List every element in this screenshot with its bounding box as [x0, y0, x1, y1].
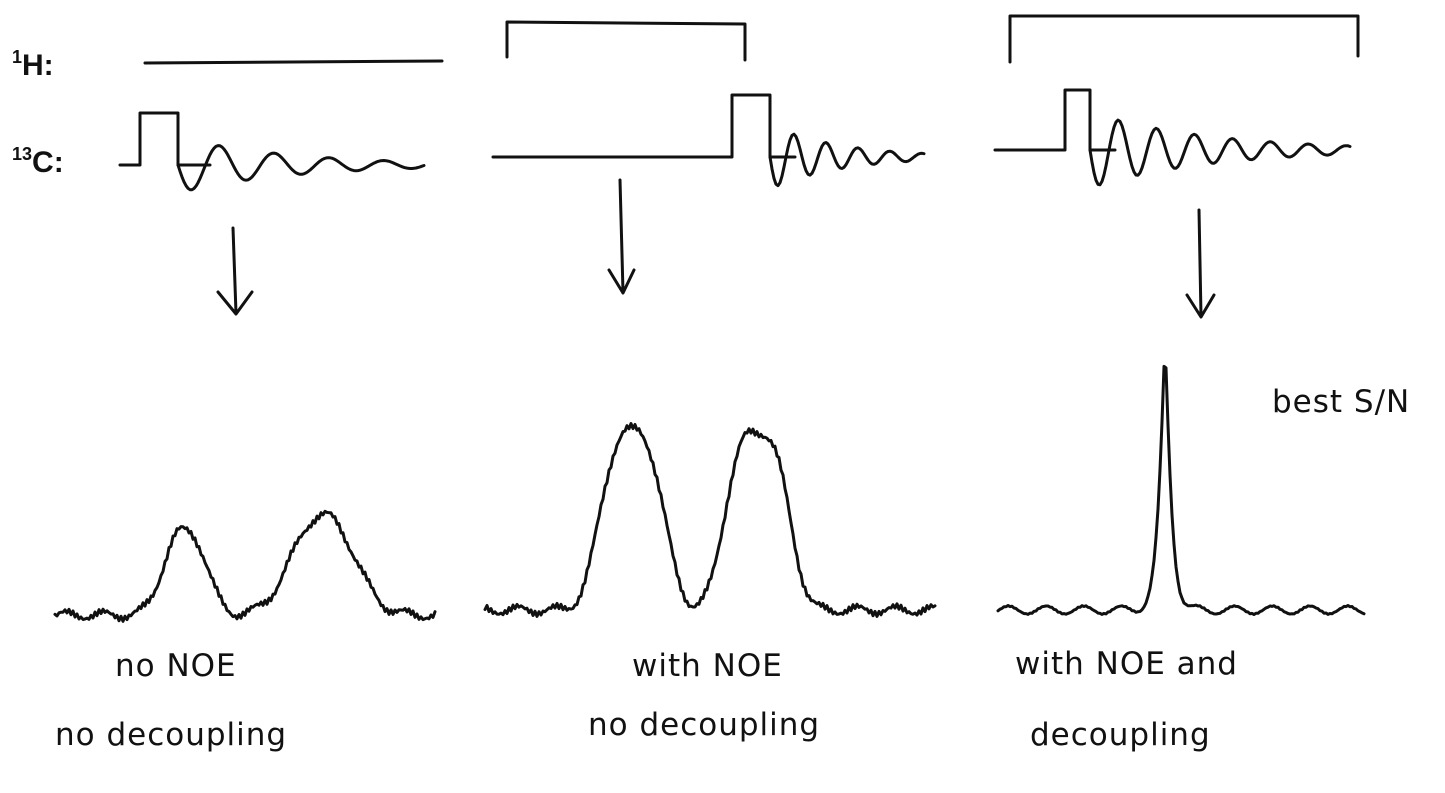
fid — [768, 132, 926, 188]
superscript: 1 — [12, 47, 22, 67]
caption: with NOE and — [1015, 646, 1238, 682]
channel-label-13c: 13C: — [12, 144, 64, 179]
arrow — [607, 178, 636, 295]
caption: decoupling — [1030, 717, 1211, 753]
decoupler-bracket — [1008, 14, 1360, 64]
pulse — [993, 88, 1117, 152]
note: best S/N — [1272, 384, 1410, 420]
decoupler-bracket — [505, 20, 747, 62]
arrow — [216, 226, 254, 316]
caption: no decoupling — [588, 707, 820, 743]
channel-label-1h: 1H: — [12, 47, 54, 82]
spectrum — [53, 509, 437, 623]
arrow — [1185, 208, 1216, 319]
fid — [176, 144, 426, 192]
pulse — [491, 93, 797, 159]
superscript: 13 — [12, 144, 32, 164]
decoupler-off — [143, 59, 444, 65]
fid — [1088, 118, 1352, 187]
caption: with NOE — [632, 648, 783, 684]
caption: no NOE — [115, 648, 237, 684]
channel-text: H: — [22, 49, 54, 82]
channel-text: C: — [32, 146, 64, 179]
caption: no decoupling — [55, 717, 287, 753]
spectrum — [996, 364, 1366, 616]
spectrum — [483, 422, 937, 618]
pulse — [118, 111, 212, 167]
